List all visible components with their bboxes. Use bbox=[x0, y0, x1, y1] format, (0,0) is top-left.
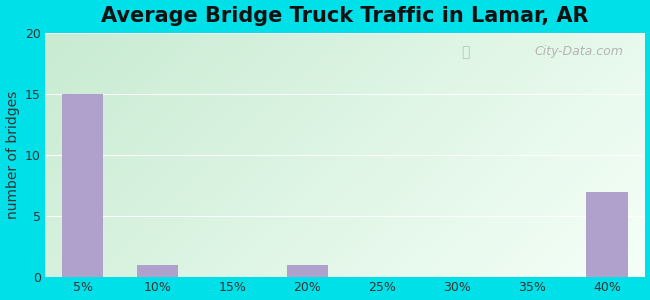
Bar bbox=[287, 265, 328, 277]
Text: City-Data.com: City-Data.com bbox=[534, 45, 623, 58]
Title: Average Bridge Truck Traffic in Lamar, AR: Average Bridge Truck Traffic in Lamar, A… bbox=[101, 6, 588, 26]
Bar bbox=[586, 192, 628, 277]
Bar bbox=[137, 265, 178, 277]
Bar bbox=[62, 94, 103, 277]
Text: ⓘ: ⓘ bbox=[462, 45, 470, 59]
Y-axis label: number of bridges: number of bridges bbox=[6, 91, 20, 219]
